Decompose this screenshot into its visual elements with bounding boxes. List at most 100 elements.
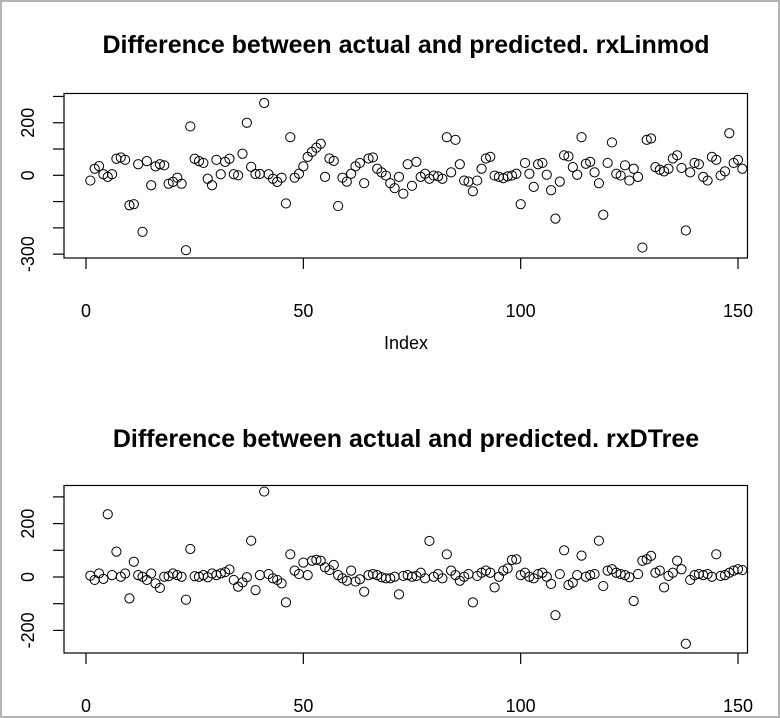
data-point <box>211 154 222 165</box>
data-point <box>102 509 113 520</box>
data-point <box>385 573 396 584</box>
data-point <box>254 168 265 180</box>
data-point <box>559 545 570 556</box>
x-tick-label: 100 <box>506 301 536 321</box>
data-point <box>676 564 687 575</box>
y-tick-label: 0 <box>18 170 38 180</box>
data-point <box>680 638 691 649</box>
data-point <box>628 163 639 174</box>
data-point <box>193 156 205 167</box>
data-point <box>389 183 400 194</box>
data-point <box>250 168 261 180</box>
x-tick-label: 150 <box>723 696 753 716</box>
data-point <box>554 568 565 580</box>
data-point <box>459 175 470 186</box>
plot-box <box>63 484 749 654</box>
data-point <box>163 178 174 189</box>
data-point <box>302 570 313 581</box>
data-point <box>259 486 270 497</box>
data-point <box>506 170 518 181</box>
data-point <box>602 157 613 169</box>
data-point <box>693 568 704 580</box>
data-point <box>133 570 144 581</box>
data-point <box>354 574 365 585</box>
y-tick-label: 200 <box>18 108 38 138</box>
data-point <box>241 117 252 128</box>
data-point <box>593 178 605 189</box>
data-point <box>589 167 600 178</box>
data-point <box>363 570 374 581</box>
data-point <box>545 578 557 590</box>
data-point <box>215 568 226 579</box>
data-point <box>511 168 522 179</box>
data-point <box>489 582 500 593</box>
data-point <box>667 567 678 578</box>
data-point <box>554 176 565 187</box>
data-point <box>206 180 218 191</box>
data-point <box>176 571 187 582</box>
data-point <box>202 173 213 184</box>
data-point <box>154 582 165 594</box>
data-point <box>328 155 339 166</box>
data-point <box>611 168 622 179</box>
data-point <box>606 137 618 148</box>
data-point <box>363 153 374 164</box>
data-point <box>293 168 305 179</box>
data-point <box>215 169 226 180</box>
data-point <box>645 550 657 562</box>
data-point <box>737 564 748 576</box>
data-point <box>476 163 487 174</box>
data-point <box>333 200 344 212</box>
data-point <box>637 555 648 566</box>
data-point <box>159 571 170 582</box>
data-point <box>359 586 370 597</box>
data-point <box>298 557 309 568</box>
y-tick-label: -300 <box>18 236 38 272</box>
plot-box <box>63 92 749 259</box>
data-point <box>172 570 183 581</box>
data-point <box>341 176 352 187</box>
data-point <box>233 170 244 181</box>
data-point <box>645 133 657 144</box>
data-point <box>485 151 496 163</box>
data-point <box>98 573 109 584</box>
chart2-scatter-plot: 0 50 100 150 200 0 -200 <box>18 484 753 716</box>
data-point <box>154 159 165 170</box>
data-point <box>502 563 513 574</box>
data-point <box>146 568 157 579</box>
data-point <box>185 121 196 132</box>
data-point <box>120 568 131 579</box>
data-point <box>354 157 365 169</box>
data-point <box>598 580 609 592</box>
data-point <box>246 535 257 546</box>
data-point <box>133 159 144 170</box>
data-point <box>637 242 648 253</box>
data-point <box>406 571 418 582</box>
data-point <box>454 159 465 170</box>
data-point <box>185 543 196 555</box>
data-point <box>137 226 148 237</box>
data-point <box>672 150 683 161</box>
x-tick-label: 150 <box>723 301 753 321</box>
data-point <box>367 568 378 580</box>
data-point <box>224 564 235 575</box>
data-point <box>624 175 635 186</box>
data-point <box>446 167 457 178</box>
data-point <box>441 132 452 143</box>
data-point <box>111 546 122 557</box>
data-point <box>472 175 483 186</box>
data-point <box>141 156 152 167</box>
data-point <box>532 159 544 170</box>
data-point <box>280 597 292 608</box>
x-tick-label: 50 <box>293 696 313 716</box>
data-point <box>346 168 357 179</box>
data-point <box>176 178 187 189</box>
data-point <box>732 154 744 165</box>
data-point <box>537 157 548 169</box>
data-point <box>398 188 409 199</box>
chart1-title: Difference between actual and predicted.… <box>102 31 710 59</box>
data-point <box>246 161 257 172</box>
data-point <box>511 554 522 565</box>
data-point <box>411 156 422 167</box>
data-point <box>641 134 652 145</box>
